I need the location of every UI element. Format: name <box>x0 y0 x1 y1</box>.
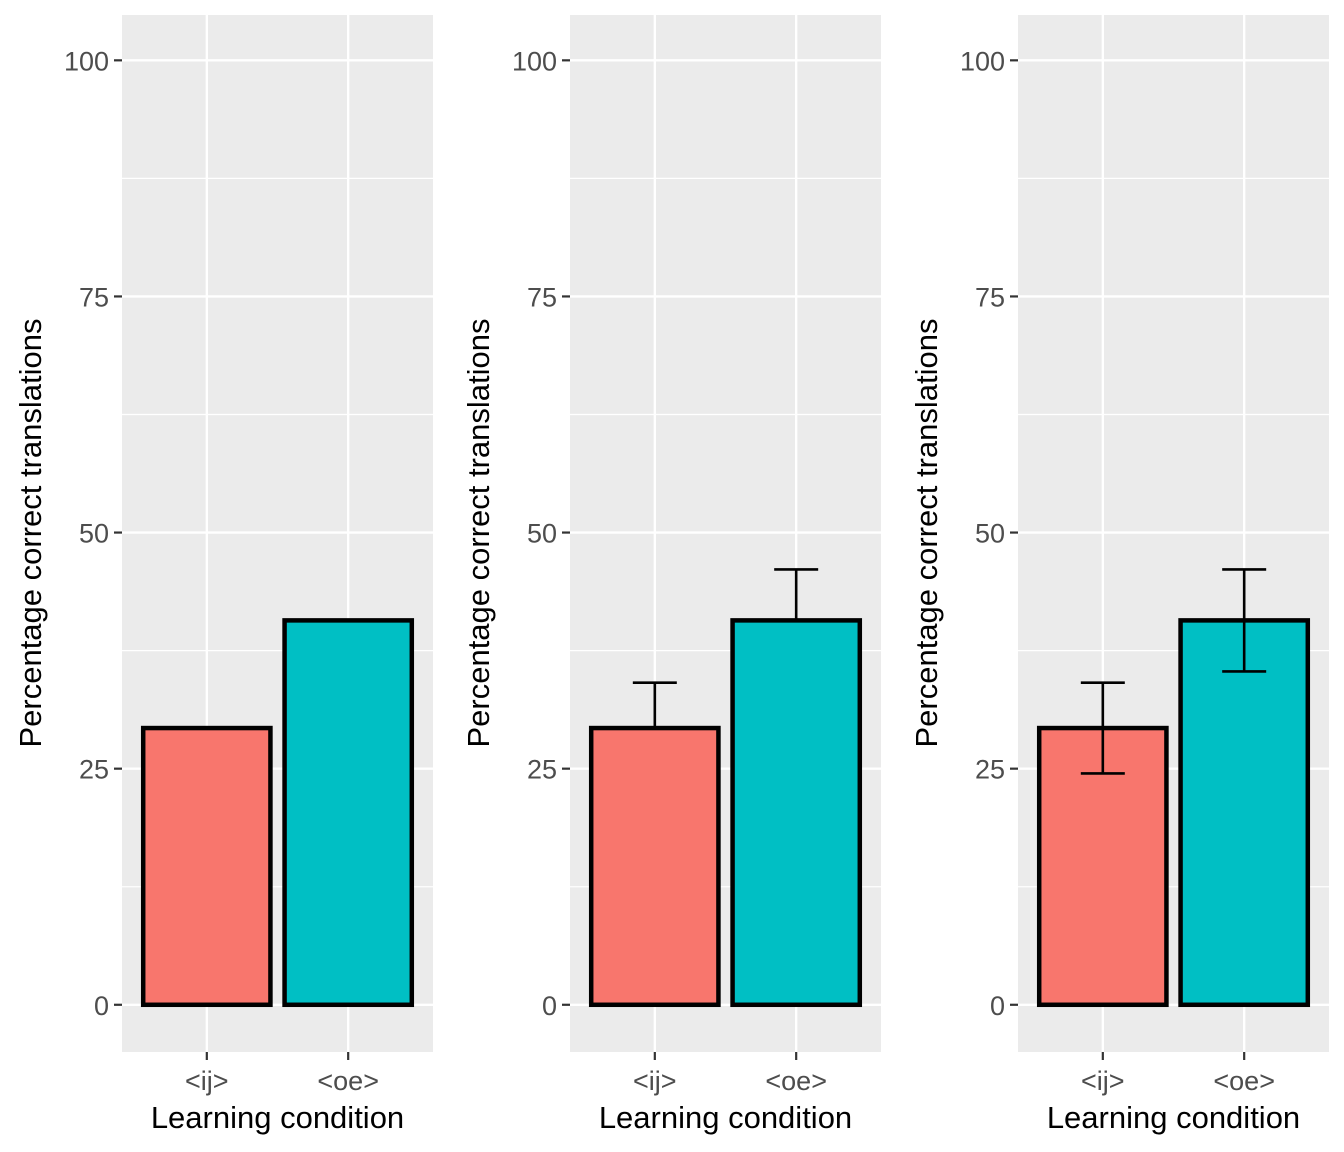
chart-panel-1: 0 25 50 75 100 <ij> <oe> Learning condition Perc… <box>13 15 433 1135</box>
y-tick-label: 100 <box>512 46 557 76</box>
y-axis-title: Percentage correct translations <box>909 318 944 747</box>
y-tick-label: 25 <box>527 755 557 785</box>
y-tick-label: 25 <box>79 755 109 785</box>
y-tick-label: 75 <box>975 282 1005 312</box>
x-tick-label: <ij> <box>1081 1066 1125 1096</box>
chart-panel-2: 0 25 50 75 100 <ij> <oe> Learning condition Perc… <box>461 15 881 1135</box>
bar-oe <box>1178 618 1311 1008</box>
error-bar-oe <box>774 568 819 621</box>
y-tick-label: 75 <box>527 282 557 312</box>
y-tick-label: 50 <box>79 519 109 549</box>
y-tick-label: 0 <box>94 991 109 1021</box>
error-bar-ij <box>1080 681 1125 775</box>
bar-oe <box>282 618 415 1008</box>
y-tick-label: 75 <box>79 282 109 312</box>
chart-panel-3: 0 25 50 75 100 <ij> <oe> Learning condition Perc… <box>909 15 1329 1135</box>
y-tick-label: 0 <box>990 991 1005 1021</box>
x-axis-title: Learning condition <box>1047 1100 1300 1135</box>
y-tick-label: 50 <box>975 519 1005 549</box>
y-tick-label: 25 <box>975 755 1005 785</box>
error-bar-ij <box>632 681 677 729</box>
bar-oe <box>730 618 863 1008</box>
bar-ij <box>140 725 273 1008</box>
y-axis-title: Percentage correct translations <box>13 318 48 747</box>
y-tick-label: 50 <box>527 519 557 549</box>
x-axis-title: Learning condition <box>151 1100 404 1135</box>
y-tick-label: 0 <box>542 991 557 1021</box>
y-tick-label: 100 <box>960 46 1005 76</box>
x-tick-label: <ij> <box>633 1066 677 1096</box>
x-tick-label: <oe> <box>765 1066 827 1096</box>
x-axis-title: Learning condition <box>599 1100 852 1135</box>
y-axis-title: Percentage correct translations <box>461 318 496 747</box>
x-tick-label: <ij> <box>185 1066 229 1096</box>
error-bar-oe <box>1222 568 1267 673</box>
x-tick-label: <oe> <box>1213 1066 1275 1096</box>
y-tick-label: 100 <box>64 46 109 76</box>
x-tick-label: <oe> <box>317 1066 379 1096</box>
bar-ij <box>588 725 721 1008</box>
